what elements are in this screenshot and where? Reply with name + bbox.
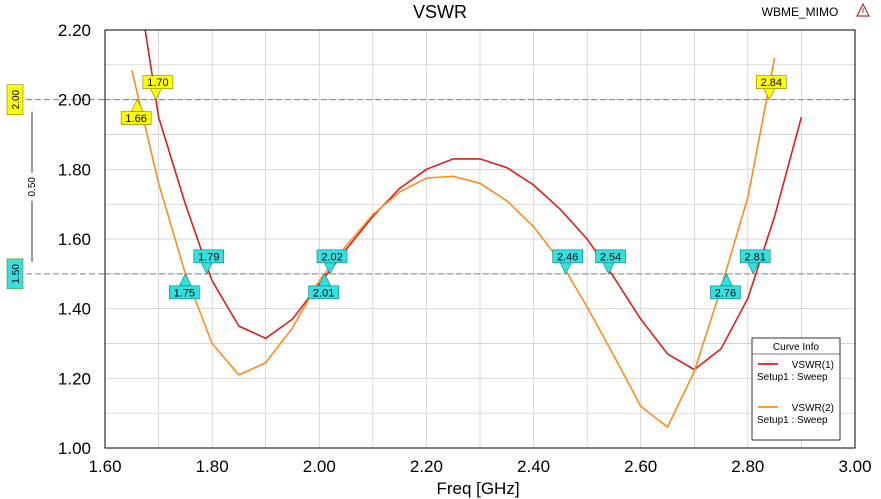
y-tick-label: 1.20 (58, 369, 91, 388)
marker-label: 2.54 (600, 251, 621, 263)
reference-label-2.00[interactable]: 2.00 (6, 84, 24, 115)
legend-series-name: VSWR(2) (792, 403, 834, 414)
marker-2.01[interactable]: 2.01 (308, 273, 339, 300)
marker-2.81[interactable]: 2.81 (739, 249, 771, 275)
marker-2.84[interactable]: 2.84 (755, 75, 787, 101)
marker-box (755, 75, 787, 89)
marker-label: 2.81 (745, 251, 766, 263)
marker-pointer-icon (719, 273, 733, 287)
marker-pointer-icon (200, 261, 214, 275)
x-tick-label: 1.80 (196, 457, 229, 476)
plot-frame (104, 29, 856, 449)
reference-label-box (6, 258, 24, 290)
marker-2.76[interactable]: 2.76 (710, 273, 741, 300)
reference-line-labels: 2.00 1.50 0.50 (6, 84, 39, 290)
marker-label: 2.02 (321, 251, 342, 263)
marker-box (308, 285, 339, 300)
marker-box (142, 75, 174, 89)
x-tick-label: 2.00 (303, 457, 336, 476)
marker-pointer-icon (559, 261, 573, 275)
markers[interactable]: 1.70 1.66 2.84 1.79 1.75 2.02 2.01 2.46 2.54 2.76… (120, 75, 787, 300)
x-tick-label: 3.00 (838, 457, 871, 476)
y-tick-label: 1.00 (58, 439, 91, 458)
reference-label-box (6, 84, 24, 115)
marker-label: 1.75 (174, 287, 195, 299)
y-tick-labels: 1.00 1.20 1.40 1.60 1.80 2.00 2.20 (58, 21, 91, 458)
series-line-2 (131, 57, 776, 429)
grid (104, 29, 856, 449)
marker-2.02[interactable]: 2.02 (316, 249, 348, 275)
delta-label-text: 0.50 (27, 177, 38, 197)
legend-title: Curve Info (773, 342, 820, 353)
delta-label-bg (25, 172, 39, 201)
marker-1.66[interactable]: 1.66 (120, 98, 152, 126)
marker-2.54[interactable]: 2.54 (595, 249, 626, 275)
x-tick-label: 2.40 (517, 457, 550, 476)
project-name: WBME_MIMO (762, 5, 839, 19)
marker-box (120, 111, 152, 125)
y-tick-label: 1.60 (58, 230, 91, 249)
x-tick-label: 2.20 (410, 457, 443, 476)
app-logo-icon (856, 2, 870, 17)
marker-box (739, 249, 771, 264)
marker-label: 2.84 (761, 77, 782, 89)
legend-series-setup: Setup1 : Sweep (757, 415, 828, 426)
y-tick-label: 1.80 (58, 160, 91, 179)
marker-1.70[interactable]: 1.70 (142, 75, 174, 101)
marker-box (552, 249, 584, 264)
legend-series-name: VSWR(1) (792, 360, 834, 371)
x-tick-labels: 1.60 1.80 2.00 2.20 2.40 2.60 2.80 3.00 (88, 457, 871, 476)
marker-label: 1.79 (198, 251, 219, 263)
reference-label-1.50[interactable]: 1.50 (6, 258, 24, 290)
reference-label-text: 2.00 (11, 89, 22, 109)
reference-label-text: 1.50 (11, 264, 22, 284)
marker-pointer-icon (149, 87, 163, 101)
marker-box (193, 249, 225, 264)
y-tick-label: 2.00 (58, 91, 91, 110)
legend-series-setup: Setup1 : Sweep (757, 372, 828, 383)
curves (131, 30, 803, 429)
marker-pointer-icon (602, 261, 616, 275)
series-line-1 (144, 30, 803, 371)
marker-2.46[interactable]: 2.46 (552, 249, 584, 275)
marker-pointer-icon (130, 98, 144, 112)
y-tick-label: 2.20 (58, 21, 91, 40)
x-tick-label: 2.80 (731, 457, 764, 476)
chart-title: VSWR (413, 2, 467, 22)
marker-pointer-icon (762, 87, 776, 101)
marker-label: 2.46 (557, 251, 578, 263)
marker-box (316, 249, 348, 264)
marker-box (710, 285, 741, 300)
marker-1.79[interactable]: 1.79 (193, 249, 225, 275)
legend-box (751, 337, 841, 441)
marker-label: 1.70 (147, 77, 168, 89)
marker-1.75[interactable]: 1.75 (169, 273, 200, 300)
x-tick-label: 2.60 (624, 457, 657, 476)
marker-pointer-icon (178, 273, 192, 287)
reference-lines (26, 99, 855, 275)
y-tick-label: 1.40 (58, 300, 91, 319)
x-axis-label: Freq [GHz] (436, 479, 519, 498)
marker-box (595, 249, 626, 264)
x-tick-label: 1.60 (88, 457, 121, 476)
marker-box (169, 285, 200, 300)
marker-label: 2.01 (313, 287, 334, 299)
delta-label: 0.50 (27, 177, 38, 197)
marker-label: 1.66 (125, 113, 146, 125)
marker-label: 2.76 (715, 287, 736, 299)
